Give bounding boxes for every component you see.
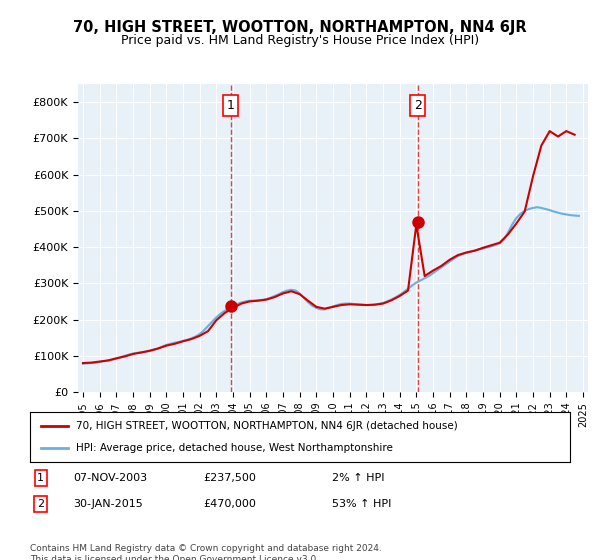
- Text: 2: 2: [37, 499, 44, 509]
- Text: 1: 1: [37, 473, 44, 483]
- Text: £237,500: £237,500: [203, 473, 256, 483]
- Text: Price paid vs. HM Land Registry's House Price Index (HPI): Price paid vs. HM Land Registry's House …: [121, 34, 479, 46]
- Text: 30-JAN-2015: 30-JAN-2015: [73, 499, 143, 509]
- Text: 2% ↑ HPI: 2% ↑ HPI: [332, 473, 385, 483]
- Text: 1: 1: [227, 99, 235, 112]
- Text: 70, HIGH STREET, WOOTTON, NORTHAMPTON, NN4 6JR (detached house): 70, HIGH STREET, WOOTTON, NORTHAMPTON, N…: [76, 421, 458, 431]
- Text: 53% ↑ HPI: 53% ↑ HPI: [332, 499, 392, 509]
- Text: Contains HM Land Registry data © Crown copyright and database right 2024.
This d: Contains HM Land Registry data © Crown c…: [30, 544, 382, 560]
- Text: 2: 2: [414, 99, 422, 112]
- Text: 07-NOV-2003: 07-NOV-2003: [73, 473, 148, 483]
- Text: HPI: Average price, detached house, West Northamptonshire: HPI: Average price, detached house, West…: [76, 443, 393, 453]
- Text: 70, HIGH STREET, WOOTTON, NORTHAMPTON, NN4 6JR: 70, HIGH STREET, WOOTTON, NORTHAMPTON, N…: [73, 20, 527, 35]
- Text: £470,000: £470,000: [203, 499, 256, 509]
